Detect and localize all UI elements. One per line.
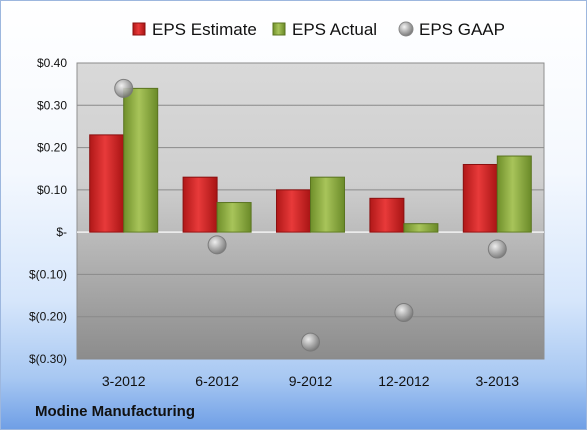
company-name: Modine Manufacturing — [35, 403, 195, 420]
estimate-bar — [462, 163, 498, 233]
gaap-point — [207, 235, 227, 255]
bars — [89, 87, 532, 233]
actual-bar — [496, 155, 532, 233]
estimate-bar — [276, 189, 311, 233]
actual-bar — [310, 176, 345, 233]
x-tick-label: 12-2012 — [378, 373, 430, 389]
x-tick-label: 3-2013 — [476, 373, 520, 389]
gaap-point — [114, 78, 134, 98]
y-tick-label: $0.20 — [37, 141, 67, 155]
legend-item-estimate: EPS Estimate — [132, 20, 257, 39]
legend-label: EPS Actual — [292, 20, 377, 39]
estimate-bar — [89, 134, 125, 233]
legend-swatch — [398, 21, 414, 37]
actual-bar — [403, 223, 439, 233]
legend-label: EPS GAAP — [419, 20, 505, 39]
x-tick-label: 3-2012 — [102, 373, 146, 389]
gaap-point — [394, 302, 414, 322]
x-tick-label: 9-2012 — [289, 373, 333, 389]
gaap-point — [487, 239, 507, 259]
actual-bar — [216, 202, 252, 233]
actual-bar — [123, 87, 159, 233]
gaap-points — [114, 78, 507, 352]
y-tick-label: $0.10 — [37, 183, 67, 197]
legend-swatch — [272, 22, 286, 36]
y-axis-ticks: $0.40 $0.30 $0.20 $0.10 $- $(0.10) $(0.20) $(0.… — [29, 56, 67, 366]
y-tick-label: $(0.30) — [29, 352, 67, 366]
legend-item-actual: EPS Actual — [272, 20, 377, 39]
gaap-point — [301, 332, 320, 352]
legend-label: EPS Estimate — [152, 20, 257, 39]
estimate-bar — [182, 176, 218, 233]
y-tick-label: $0.40 — [37, 56, 67, 70]
legend-item-gaap: EPS GAAP — [398, 20, 505, 39]
y-tick-label: $(0.10) — [29, 267, 67, 281]
y-tick-label: $0.30 — [37, 98, 67, 112]
x-tick-label: 6-2012 — [195, 373, 239, 389]
estimate-bar — [369, 197, 405, 233]
legend-swatch — [132, 22, 146, 36]
legend: EPS Estimate EPS Actual EPS GAAP — [132, 20, 505, 39]
y-tick-label: $- — [56, 225, 67, 239]
x-axis-ticks: 3-2012 6-2012 9-2012 12-2012 3-2013 — [102, 373, 519, 389]
y-tick-label: $(0.20) — [29, 310, 67, 324]
